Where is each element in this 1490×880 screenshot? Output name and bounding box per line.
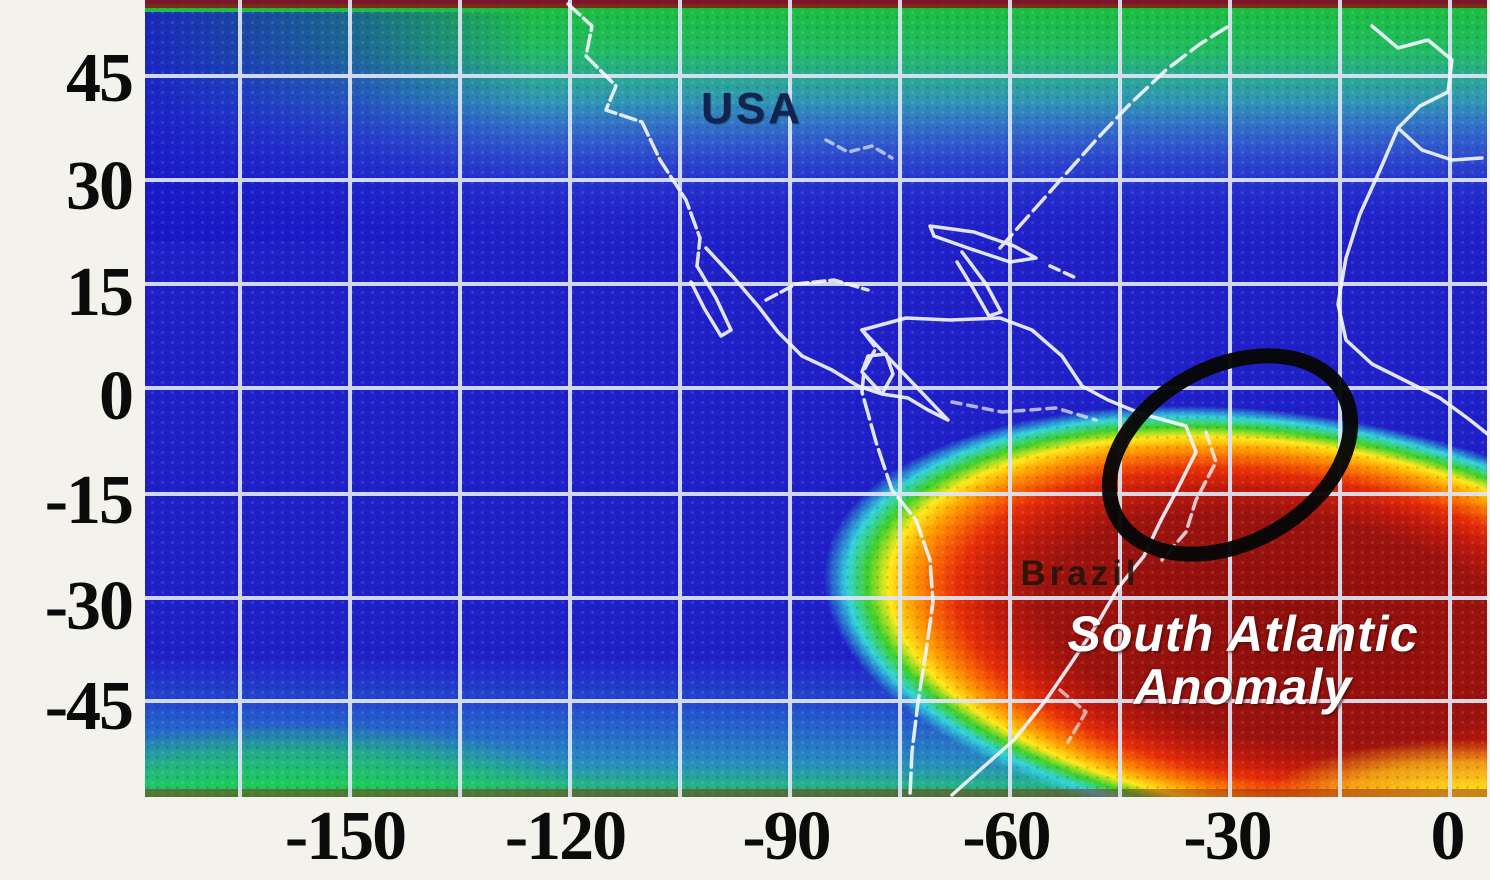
saa-label-line2: Anomaly	[1133, 659, 1353, 715]
lat-tick-45: 45	[66, 40, 134, 117]
lon-tick-n60: -60	[962, 798, 1051, 875]
lon-tick-n150: -150	[284, 798, 407, 875]
lon-tick-0: 0	[1430, 798, 1466, 875]
lon-tick-n90: -90	[742, 798, 831, 875]
anomaly-annotation-ellipse	[1101, 348, 1359, 562]
lat-tick-n30: -30	[44, 568, 134, 645]
bottom-edge-strip	[145, 789, 1487, 797]
lon-tick-n120: -120	[504, 798, 627, 875]
usa-label: USA	[701, 84, 803, 133]
lat-tick-n45: -45	[44, 668, 134, 745]
saa-label-line1: South Atlantic	[1067, 606, 1419, 662]
lat-tick-30: 30	[66, 148, 134, 225]
top-edge-strip	[145, 0, 1487, 8]
brazil-label: Brazil	[1020, 554, 1140, 593]
coastlines	[566, 2, 1487, 797]
south-atlantic-anomaly-label: South Atlantic Anomaly	[1008, 608, 1478, 714]
dither-texture	[145, 0, 1487, 797]
lat-tick-0: 0	[99, 358, 134, 435]
lon-tick-n30: -30	[1183, 798, 1272, 875]
lat-tick-15: 15	[66, 254, 134, 331]
lat-tick-n15: -15	[44, 462, 134, 539]
